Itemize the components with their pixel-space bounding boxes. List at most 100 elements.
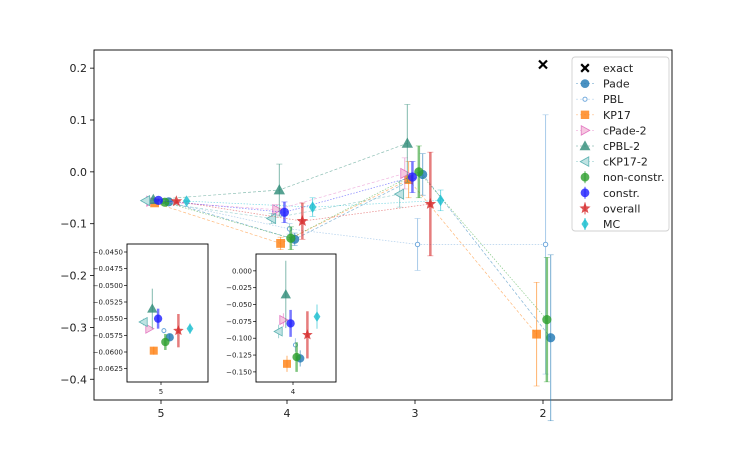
inset-4-y-tick-label: −0.150 bbox=[226, 368, 252, 376]
inset-4-data-point-KP17 bbox=[282, 359, 291, 368]
legend-marker-constr. bbox=[580, 188, 590, 198]
series-line-Pade bbox=[168, 173, 551, 339]
data-point-cKP17-2 bbox=[393, 188, 405, 200]
legend-box bbox=[571, 56, 670, 232]
legend: exact Pade PBL KP17 cPade-2 cPBL-2 cKP17-2 non-… bbox=[571, 56, 670, 232]
data-point-cPBL-2 bbox=[401, 137, 413, 148]
legend-marker-exact bbox=[580, 63, 590, 73]
inset-4-data-point-MC bbox=[313, 311, 321, 322]
inset-4-y-tick-label: −0.100 bbox=[226, 335, 252, 343]
series-line-non-constr. bbox=[164, 171, 548, 320]
legend-label-constr.: constr. bbox=[603, 187, 640, 200]
data-point-constr. bbox=[279, 207, 290, 217]
inset-4-plot: 0.000 −0.025 −0.050 −0.075 −0.100 −0.125 −0.15… bbox=[226, 253, 337, 396]
legend-marker-overall bbox=[579, 202, 591, 214]
data-point-cPBL-2 bbox=[273, 184, 285, 195]
inset-5-data-point-cPBL-2 bbox=[147, 303, 158, 313]
data-point-overall bbox=[424, 197, 437, 209]
data-point-non-constr. bbox=[286, 233, 296, 243]
inset-5-data-point-PBL bbox=[161, 328, 167, 334]
inset-4-data-point-cPade-2 bbox=[279, 314, 289, 326]
inset-5-y-tick-label: −0.0550 bbox=[93, 315, 123, 323]
y-tick-label: 0.2 bbox=[70, 62, 88, 75]
series-line-overall bbox=[176, 200, 431, 222]
data-point-cKP17-2 bbox=[265, 212, 277, 225]
data-point-MC bbox=[308, 201, 317, 213]
legend-marker-exact-stroke-b bbox=[580, 63, 590, 73]
inset-5-y-tick-label: −0.0575 bbox=[93, 332, 123, 340]
data-point-cPade-2 bbox=[272, 204, 283, 216]
inset-5-data-point-MC bbox=[186, 323, 194, 334]
legend-label-MC: MC bbox=[603, 218, 620, 231]
x-tick-label: 3 bbox=[412, 407, 419, 420]
inset-4-y-tick-label: −0.125 bbox=[226, 352, 252, 360]
series-line-PBL bbox=[163, 200, 546, 245]
data-point-PBL bbox=[542, 241, 549, 248]
inset-5-y-tick-label: −0.0600 bbox=[93, 349, 123, 357]
inset-5-data-point-cKP17-2 bbox=[138, 316, 148, 328]
data-point-constr. bbox=[153, 195, 164, 205]
inset-5-plot: −0.0450 −0.0475 −0.0500 −0.0525 −0.0550 −0.05… bbox=[93, 243, 209, 396]
legend-label-exact: exact bbox=[603, 62, 634, 75]
data-point-exact-stroke-b bbox=[538, 59, 548, 70]
data-point-overall bbox=[296, 215, 309, 227]
legend-marker-cPade-2 bbox=[580, 124, 591, 136]
inset-4-y-tick-label: −0.025 bbox=[226, 284, 252, 292]
inset-5-y-tick-label: −0.0500 bbox=[93, 282, 123, 290]
data-point-exact bbox=[538, 59, 548, 70]
legend-marker-PBL bbox=[582, 96, 588, 102]
inset-5-data-point-constr. bbox=[153, 314, 163, 323]
legend-label-overall: overall bbox=[603, 202, 640, 215]
y-tick-label: −0.1 bbox=[60, 218, 87, 231]
x-tick-label: 5 bbox=[158, 407, 165, 420]
inset-4-data-point-overall bbox=[302, 329, 313, 340]
inset-4-x-tick-label: 4 bbox=[291, 388, 296, 396]
legend-marker-MC bbox=[581, 218, 589, 230]
inset-4-data-point-constr. bbox=[286, 319, 295, 328]
data-point-non-constr. bbox=[414, 167, 424, 177]
inset-5-x-tick-label: 5 bbox=[159, 388, 163, 396]
legend-label-cKP17-2: cKP17-2 bbox=[603, 156, 648, 169]
inset-4-data-point-non-constr. bbox=[292, 352, 301, 362]
inset-4-data-point-cKP17-2 bbox=[273, 326, 283, 337]
data-point-non-constr. bbox=[542, 315, 552, 325]
inset-5-data-point-KP17 bbox=[149, 346, 158, 355]
data-point-KP17 bbox=[532, 329, 541, 339]
inset-4-data-point-cPBL-2 bbox=[280, 289, 291, 299]
legend-label-Pade: Pade bbox=[603, 78, 630, 91]
inset-5-data-point-non-constr. bbox=[161, 337, 170, 347]
series-line-KP17 bbox=[154, 179, 537, 335]
legend-marker-KP17 bbox=[580, 110, 590, 119]
main-plot: 0.2 0.1 0.0 −0.1 −0.2 −0.3 −0.4 5 4 3 2 bbox=[60, 49, 673, 422]
inset-4-y-tick-label: 0.000 bbox=[232, 267, 252, 275]
data-point-cPade-2 bbox=[400, 167, 411, 180]
legend-marker-Pade bbox=[580, 79, 590, 88]
data-point-overall bbox=[170, 195, 183, 207]
inset-5-data-point-overall bbox=[173, 325, 184, 336]
legend-marker-cKP17-2 bbox=[579, 156, 590, 168]
data-point-KP17 bbox=[276, 239, 286, 248]
inset-5-data-point-cPade-2 bbox=[145, 323, 155, 334]
legend-label-PBL: PBL bbox=[603, 93, 624, 106]
legend-marker-cPBL-2 bbox=[579, 140, 591, 151]
inset-5-y-tick-label: −0.0475 bbox=[93, 265, 123, 273]
y-tick-label: 0.0 bbox=[70, 166, 88, 179]
inset-5-y-tick-label: −0.0450 bbox=[93, 249, 123, 257]
plot-frame bbox=[93, 49, 673, 401]
y-tick-label: 0.1 bbox=[70, 114, 88, 127]
legend-label-KP17: KP17 bbox=[603, 109, 631, 122]
y-tick-label: −0.2 bbox=[60, 270, 87, 283]
legend-label-cPBL-2: cPBL-2 bbox=[603, 140, 640, 153]
data-point-MC bbox=[182, 195, 191, 207]
inset-4-y-tick-label: −0.050 bbox=[226, 301, 252, 309]
data-point-cKP17-2 bbox=[139, 194, 151, 207]
data-point-constr. bbox=[407, 172, 418, 182]
x-tick-label: 2 bbox=[540, 407, 547, 420]
legend-marker-non-constr. bbox=[580, 172, 590, 182]
y-tick-label: −0.4 bbox=[60, 373, 87, 386]
data-point-MC bbox=[436, 194, 445, 207]
legend-label-non-constr.: non-constr. bbox=[603, 171, 664, 184]
y-tick-label: −0.3 bbox=[60, 321, 87, 334]
data-point-PBL bbox=[414, 241, 421, 248]
